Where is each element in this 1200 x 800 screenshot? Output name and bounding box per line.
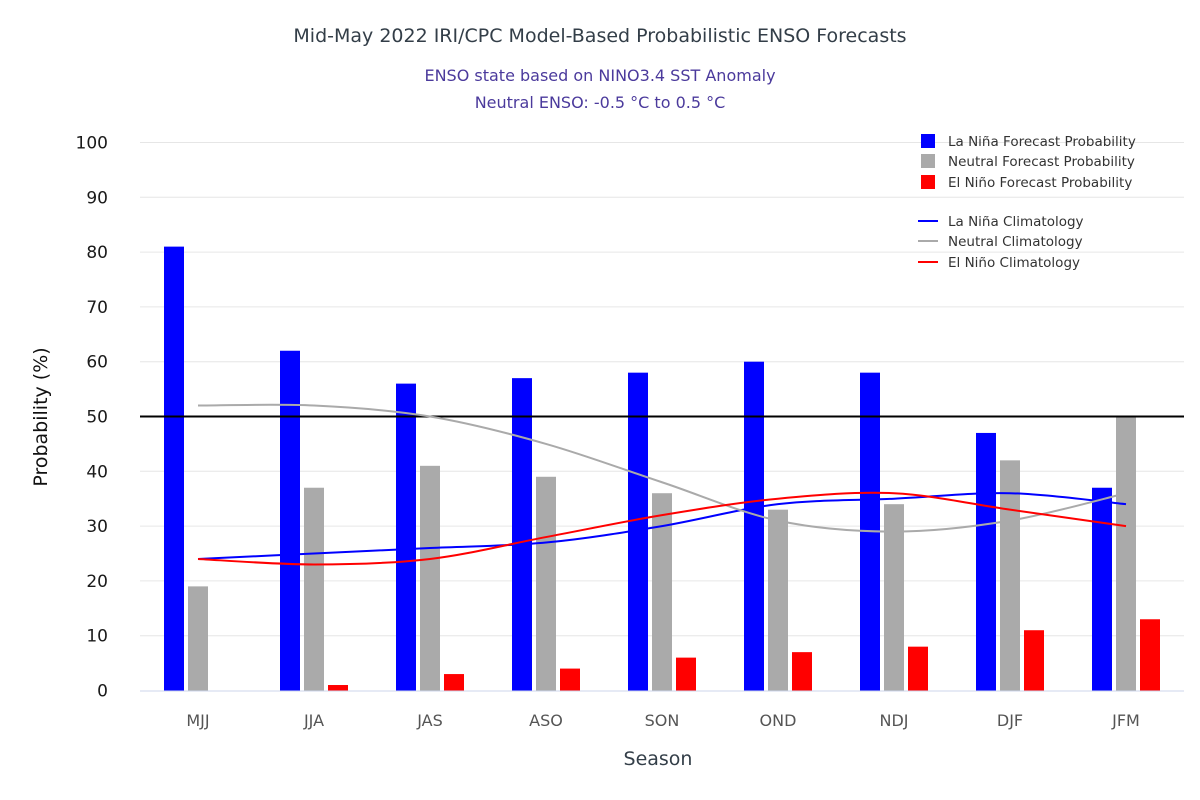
bar-el-ni-o-forecast-probability-ond (792, 652, 812, 691)
x-tick-label: MJJ (186, 711, 209, 730)
climatology-lines (197, 403, 1127, 566)
line-el-ni-o-climatology (197, 491, 1127, 566)
bar-la-ni-a-forecast-probability-jfm (1092, 487, 1112, 691)
x-tick-label: OND (760, 711, 797, 730)
bar-la-ni-a-forecast-probability-aso (512, 378, 532, 691)
chart-subtitle-1: ENSO state based on NINO3.4 SST Anomaly (424, 66, 775, 85)
legend-label: La Niña Forecast Probability (948, 134, 1136, 150)
bar-la-ni-a-forecast-probability-jas (396, 383, 416, 691)
bar-la-ni-a-forecast-probability-mjj (164, 246, 184, 691)
legend-swatch-square (921, 134, 935, 148)
line-neutral-climatology (197, 403, 1127, 533)
y-tick-label: 70 (86, 298, 108, 318)
x-tick-label: JJA (303, 711, 324, 730)
legend-swatch-square (921, 154, 935, 168)
legend-item-el-ni-o-forecast-probability[interactable]: El Niño Forecast Probability (921, 175, 1132, 191)
y-tick-label: 40 (86, 462, 108, 482)
bar-el-ni-o-forecast-probability-jas (444, 674, 464, 691)
x-axis-ticks: MJJ JJA JAS ASO SON OND NDJ DJF JFM (186, 711, 1139, 730)
x-tick-label: JFM (1111, 711, 1140, 730)
bar-neutral-forecast-probability-djf (1000, 460, 1020, 691)
bar-el-ni-o-forecast-probability-jja (328, 685, 348, 691)
legend-label: El Niño Climatology (948, 255, 1080, 271)
y-axis-ticks: 0 10 20 30 40 50 60 70 80 90 100 (76, 134, 108, 702)
bar-neutral-forecast-probability-jas (420, 465, 440, 691)
y-tick-label: 50 (86, 408, 108, 428)
bar-el-ni-o-forecast-probability-ndj (908, 646, 928, 691)
bar-el-ni-o-forecast-probability-aso (560, 668, 580, 691)
bar-neutral-forecast-probability-ond (768, 509, 788, 691)
y-tick-label: 60 (86, 353, 108, 373)
y-tick-label: 80 (86, 243, 108, 263)
bar-neutral-forecast-probability-son (652, 493, 672, 691)
bar-neutral-forecast-probability-ndj (884, 504, 904, 691)
legend-item-la-ni-a-forecast-probability[interactable]: La Niña Forecast Probability (921, 134, 1136, 150)
bar-la-ni-a-forecast-probability-son (628, 372, 648, 691)
legend-item-neutral-forecast-probability[interactable]: Neutral Forecast Probability (921, 154, 1135, 170)
bar-el-ni-o-forecast-probability-djf (1024, 630, 1044, 691)
bar-la-ni-a-forecast-probability-djf (976, 432, 996, 691)
legend-item-la-ni-a-climatology[interactable]: La Niña Climatology (918, 214, 1084, 230)
legend-swatch-square (921, 175, 935, 189)
y-tick-label: 0 (97, 682, 108, 702)
y-tick-label: 30 (86, 517, 108, 537)
x-tick-label: DJF (997, 711, 1023, 730)
bar-neutral-forecast-probability-jfm (1116, 416, 1136, 691)
x-tick-label: NDJ (879, 711, 908, 730)
chart-subtitle-2: Neutral ENSO: -0.5 °C to 0.5 °C (475, 93, 726, 112)
legend-label: La Niña Climatology (948, 214, 1084, 230)
bar-neutral-forecast-probability-mjj (188, 586, 208, 691)
legend: La Niña Forecast Probability Neutral Fore… (918, 134, 1136, 271)
bar-neutral-forecast-probability-aso (536, 476, 556, 691)
legend-label: El Niño Forecast Probability (948, 175, 1132, 191)
bar-el-ni-o-forecast-probability-jfm (1140, 619, 1160, 691)
x-tick-label: ASO (529, 711, 563, 730)
y-tick-label: 90 (86, 188, 108, 208)
legend-item-neutral-climatology[interactable]: Neutral Climatology (918, 234, 1083, 250)
legend-label: Neutral Forecast Probability (948, 154, 1135, 170)
y-tick-label: 10 (86, 627, 108, 647)
legend-label: Neutral Climatology (948, 234, 1083, 250)
chart-title: Mid-May 2022 IRI/CPC Model-Based Probabi… (293, 25, 906, 47)
bar-la-ni-a-forecast-probability-jja (280, 350, 300, 691)
y-axis-title: Probability (%) (30, 347, 52, 486)
bars (164, 246, 1160, 691)
y-tick-label: 100 (76, 134, 108, 154)
bar-la-ni-a-forecast-probability-ond (744, 361, 764, 691)
bar-el-ni-o-forecast-probability-son (676, 657, 696, 691)
x-tick-label: JAS (416, 711, 443, 730)
bar-neutral-forecast-probability-jja (304, 487, 324, 691)
line-la-ni-a-climatology (197, 492, 1127, 560)
legend-item-el-ni-o-climatology[interactable]: El Niño Climatology (918, 255, 1080, 271)
x-tick-label: SON (645, 711, 680, 730)
y-tick-label: 20 (86, 572, 108, 592)
x-axis-title: Season (624, 748, 693, 770)
